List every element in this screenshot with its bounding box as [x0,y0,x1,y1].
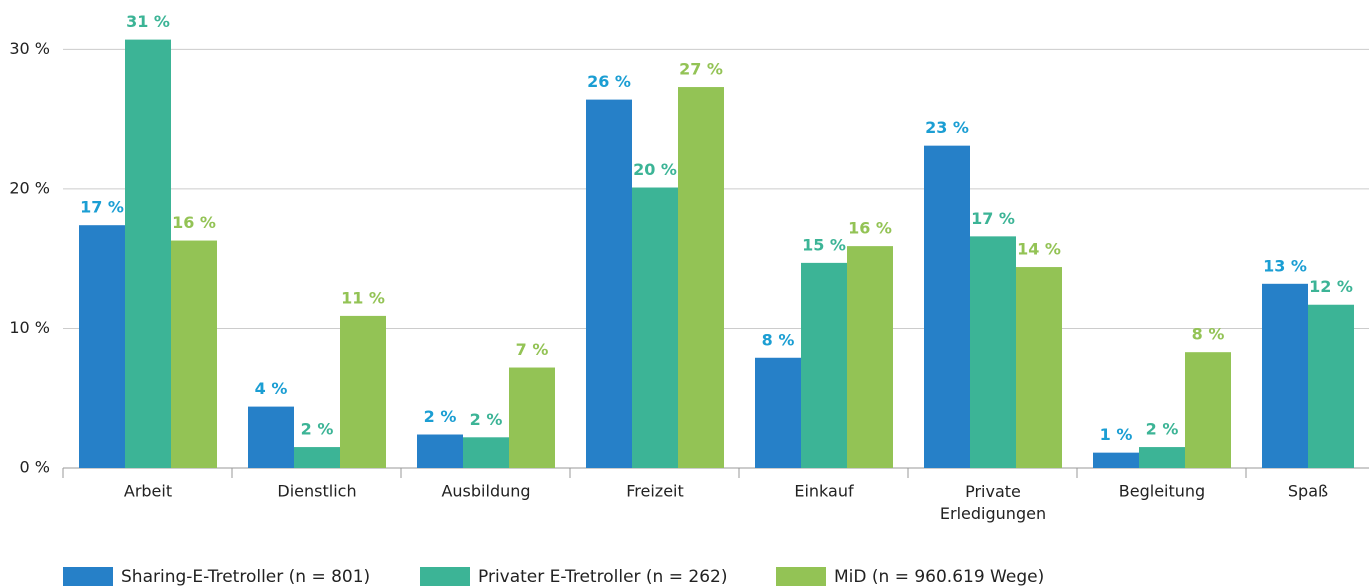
bar [801,262,847,468]
x-tick-label: Private Erledigungen [940,482,1046,523]
value-label: 2 % [1146,420,1179,439]
bar [125,39,171,468]
x-tick-label: Ausbildung [441,482,530,501]
bar [1093,452,1139,468]
x-tick-label: Dienstlich [277,482,356,501]
x-tick-label: Spaß [1288,482,1328,501]
value-label: 20 % [633,160,677,179]
value-label: 12 % [1309,277,1353,296]
bar [1139,447,1185,468]
value-label: 16 % [848,219,892,238]
value-label: 23 % [925,118,969,137]
bar [970,236,1016,468]
value-label: 14 % [1017,240,1061,259]
value-label: 17 % [80,198,124,217]
x-tick-label: Freizeit [626,482,684,501]
value-label: 8 % [1192,325,1225,344]
bar [248,406,294,468]
bar [632,187,678,469]
value-label: 2 % [470,410,503,429]
bar [463,437,509,468]
y-tick-label: 30 % [9,39,50,58]
legend-label: Privater E-Tretroller (n = 262) [478,567,727,586]
bar [678,87,724,469]
x-tick-label-line: Private [965,482,1021,501]
bar [924,145,970,468]
value-label: 27 % [679,60,723,79]
x-tick-label: Begleitung [1119,482,1205,501]
bar [340,315,386,468]
x-tick-label: Einkauf [794,482,854,501]
value-label: 31 % [126,12,170,31]
bar [1016,267,1062,468]
bar [171,240,217,468]
y-tick-label: 20 % [9,178,50,197]
value-label: 2 % [424,407,457,426]
bar [79,225,125,468]
value-label: 1 % [1100,425,1133,444]
value-label: 15 % [802,235,846,254]
legend-swatch [420,567,470,586]
bar [1308,304,1354,468]
bar [755,357,801,468]
legend-label: MiD (n = 960.619 Wege) [834,567,1044,586]
bar [294,447,340,468]
bar [509,367,555,468]
value-label: 8 % [762,330,795,349]
x-tick-label-line: Erledigungen [940,504,1046,523]
value-label: 13 % [1263,256,1307,275]
value-label: 7 % [516,340,549,359]
value-label: 11 % [341,288,385,307]
bar [1262,283,1308,468]
value-label: 16 % [172,213,216,232]
y-tick-label: 0 % [20,458,50,477]
bar [1185,352,1231,468]
value-label: 2 % [301,420,334,439]
legend-swatch [776,567,826,586]
bar [586,99,632,468]
value-label: 26 % [587,72,631,91]
legend-label: Sharing-E-Tretroller (n = 801) [121,567,370,586]
bar [417,434,463,468]
x-tick-label: Arbeit [124,482,172,501]
value-label: 4 % [255,379,288,398]
bar [847,246,893,468]
legend-swatch [63,567,113,586]
value-label: 17 % [971,209,1015,228]
y-tick-label: 10 % [9,318,50,337]
